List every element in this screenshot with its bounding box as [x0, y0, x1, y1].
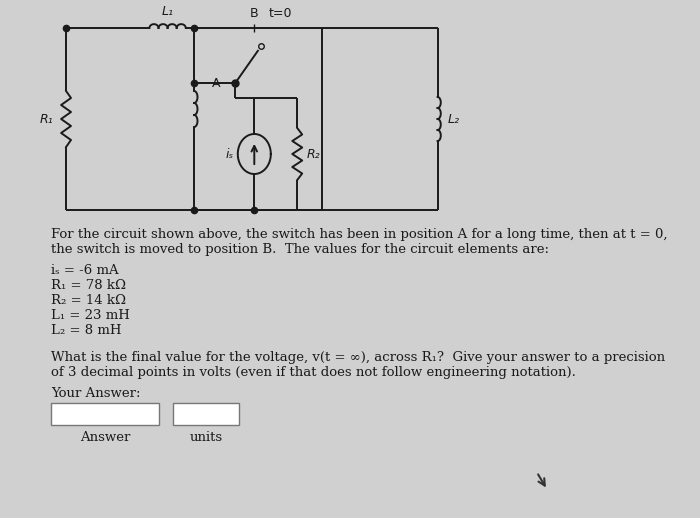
Text: units: units: [190, 431, 223, 444]
Text: R₂ = 14 kΩ: R₂ = 14 kΩ: [51, 294, 126, 307]
Text: B: B: [250, 7, 258, 20]
Text: L₂ = 8 mH: L₂ = 8 mH: [51, 324, 122, 337]
Text: R₂: R₂: [307, 148, 321, 161]
Text: R₁ = 78 kΩ: R₁ = 78 kΩ: [51, 279, 126, 292]
Text: L₁: L₁: [162, 5, 174, 18]
Text: R₁: R₁: [40, 112, 54, 125]
Text: t=0: t=0: [270, 7, 293, 20]
Text: Your Answer:: Your Answer:: [51, 387, 141, 400]
FancyBboxPatch shape: [51, 403, 158, 425]
Text: L₁ = 23 mH: L₁ = 23 mH: [51, 309, 130, 322]
Text: For the circuit shown above, the switch has been in position A for a long time, : For the circuit shown above, the switch …: [51, 228, 668, 241]
Text: of 3 decimal points in volts (even if that does not follow engineering notation): of 3 decimal points in volts (even if th…: [51, 366, 576, 379]
Text: the switch is moved to position B.  The values for the circuit elements are:: the switch is moved to position B. The v…: [51, 243, 550, 256]
Text: A: A: [212, 77, 220, 90]
Text: What is the final value for the voltage, v(t = ∞), across R₁?  Give your answer : What is the final value for the voltage,…: [51, 351, 665, 364]
Text: Answer: Answer: [80, 431, 130, 444]
Text: iₛ: iₛ: [225, 148, 234, 161]
FancyBboxPatch shape: [174, 403, 239, 425]
Text: L₂: L₂: [447, 112, 459, 125]
Text: iₛ = -6 mA: iₛ = -6 mA: [51, 264, 119, 277]
